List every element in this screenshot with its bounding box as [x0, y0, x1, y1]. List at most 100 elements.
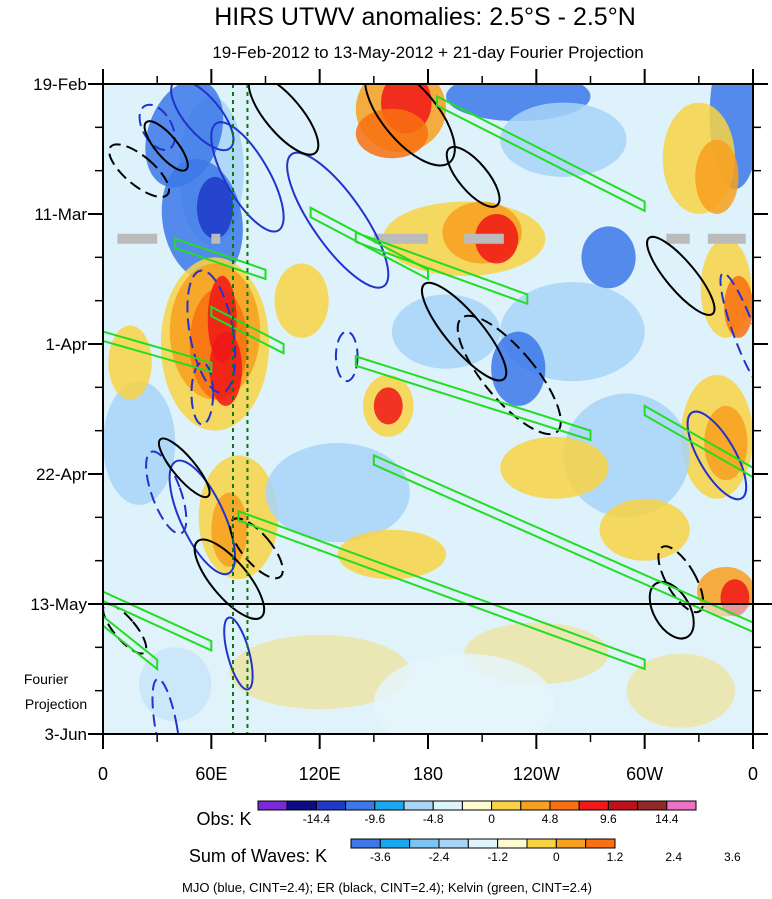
forecast-label-line2: Projection: [25, 696, 87, 712]
er-contour: [193, 538, 266, 620]
er-contour: [646, 235, 716, 316]
er-contour: [657, 545, 705, 614]
kelvin-contour: [309, 206, 429, 281]
colorbar-cell: [345, 800, 376, 811]
y-tick-label: 3-Jun: [44, 725, 87, 744]
anomaly-patch: [274, 263, 329, 338]
anomaly-patch: [500, 436, 609, 499]
anomaly-patch: [265, 443, 410, 543]
mjo-contour: [719, 272, 753, 391]
kelvin-contour: [354, 231, 529, 306]
anomaly-patch: [391, 294, 501, 369]
anomaly-patch: [355, 108, 428, 159]
er-contour: [143, 120, 189, 172]
colorbar-tick-label: 3.6: [724, 850, 741, 864]
x-tick-label: 180: [413, 764, 443, 784]
waves-colorbar-label: Sum of Waves: K: [189, 846, 327, 866]
colorbar-cell: [350, 838, 381, 849]
anomaly-patch: [103, 381, 176, 505]
er-contour: [364, 84, 456, 167]
footer-legend: MJO (blue, CINT=2.4); ER (black, CINT=2.…: [182, 880, 592, 895]
er-contour: [103, 603, 148, 655]
er-contour: [420, 281, 508, 382]
colorbar-tick-label: 14.4: [655, 812, 679, 826]
kelvin-contour: [103, 590, 213, 652]
kelvin-contour: [354, 355, 592, 442]
colorbar-tick-label: 2.4: [665, 850, 682, 864]
anomaly-patch: [491, 331, 546, 406]
y-tick-label: 22-Apr: [36, 465, 87, 484]
er-contour: [456, 314, 562, 436]
colorbar-cell: [374, 800, 405, 811]
x-tick-label: 120E: [299, 764, 341, 784]
colorbar-cell: [257, 800, 288, 811]
chart-subtitle: 19-Feb-2012 to 13-May-2012 + 21-day Four…: [212, 43, 643, 62]
colorbar-cell: [438, 838, 469, 849]
colorbar-tick-label: 4.8: [542, 812, 559, 826]
mjo-contour: [138, 103, 176, 151]
anomaly-patch: [695, 139, 739, 214]
colorbar-cell: [555, 838, 587, 849]
mjo-contour: [223, 616, 254, 691]
mjo-contour: [190, 361, 215, 426]
colorbar-cell: [549, 800, 580, 811]
mjo-contour: [168, 459, 237, 576]
kelvin-contour: [103, 615, 159, 672]
colorbar-tick-label: -1.2: [487, 850, 508, 864]
colorbar-cell: [520, 800, 551, 811]
colorbar-cell: [403, 800, 434, 811]
y-tick-label: 11-Mar: [34, 205, 87, 224]
anomaly-patch: [500, 102, 627, 177]
obs-colorbar: [257, 800, 697, 811]
er-contour: [445, 145, 501, 208]
colorbar-tick-label: 9.6: [600, 812, 617, 826]
anomaly-patch: [724, 275, 753, 338]
x-tick-label: 60E: [195, 764, 227, 784]
colorbar-cell: [467, 838, 499, 849]
missing-data-strip: [707, 233, 746, 244]
colorbar-cell: [607, 800, 639, 811]
x-tick-label: 60W: [626, 764, 663, 784]
y-tick-label: 13-May: [30, 595, 87, 614]
mjo-contour: [686, 410, 748, 501]
anomaly-patch: [704, 405, 748, 481]
er-contour: [247, 84, 320, 156]
colorbar-cell: [461, 800, 493, 811]
colorbar-tick-label: -2.4: [429, 850, 450, 864]
kelvin-contour: [436, 94, 646, 213]
colorbar-cell: [315, 800, 347, 811]
kelvin-contour: [103, 330, 213, 374]
missing-data-strip: [211, 233, 221, 244]
colorbar-tick-label: 1.2: [607, 850, 624, 864]
missing-data-strip: [666, 233, 690, 244]
colorbar-tick-label: -14.4: [303, 812, 331, 826]
missing-data-strip: [464, 233, 504, 244]
kelvin-contour: [643, 404, 753, 479]
forecast-label-line1: Fourier: [24, 671, 69, 687]
colorbar-tick-label: -9.6: [364, 812, 385, 826]
x-tick-label: 120W: [513, 764, 560, 784]
colorbar-tick-label: -3.6: [370, 850, 391, 864]
anomaly-patch: [337, 529, 447, 580]
er-contour: [157, 437, 211, 499]
mjo-contour: [286, 151, 390, 289]
plot-field: [103, 84, 753, 734]
colorbar-cell: [432, 800, 463, 811]
colorbar-cell: [526, 838, 557, 849]
anomaly-patch: [209, 331, 243, 406]
y-tick-label: 19-Feb: [33, 75, 87, 94]
mjo-contour: [210, 121, 285, 233]
colorbar-cell: [379, 838, 411, 849]
anomaly-patch: [108, 325, 152, 400]
anomaly-patch: [196, 176, 233, 239]
x-tick-label: 0: [98, 764, 108, 784]
colorbar-tick-label: -4.8: [423, 812, 444, 826]
missing-data-strip: [117, 233, 158, 244]
missing-data-strip: [373, 233, 428, 244]
anomaly-patch: [581, 226, 636, 289]
colorbar-cell: [666, 800, 697, 811]
mjo-contour: [151, 678, 181, 734]
er-contour: [648, 580, 695, 640]
kelvin-contour: [237, 509, 646, 671]
